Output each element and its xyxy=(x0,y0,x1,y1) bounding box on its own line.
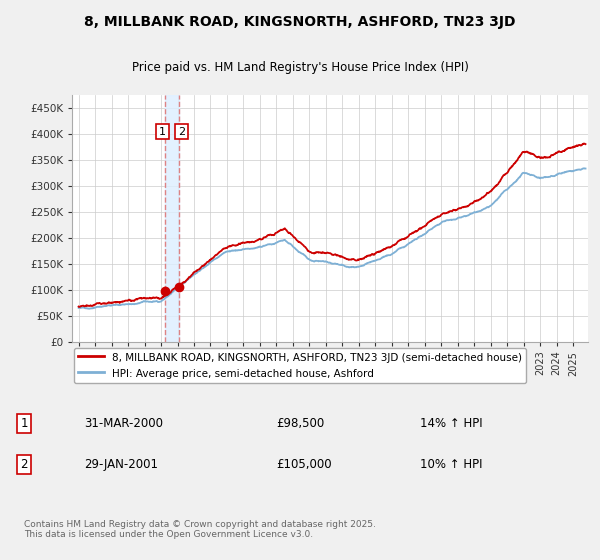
Text: 31-MAR-2000: 31-MAR-2000 xyxy=(84,417,163,430)
Text: Contains HM Land Registry data © Crown copyright and database right 2025.
This d: Contains HM Land Registry data © Crown c… xyxy=(24,520,376,539)
Legend: 8, MILLBANK ROAD, KINGSNORTH, ASHFORD, TN23 3JD (semi-detached house), HPI: Aver: 8, MILLBANK ROAD, KINGSNORTH, ASHFORD, T… xyxy=(74,348,526,383)
Bar xyxy=(165,95,179,342)
Text: 2: 2 xyxy=(178,127,185,137)
Text: £98,500: £98,500 xyxy=(276,417,324,430)
Text: 2: 2 xyxy=(20,458,28,471)
Text: 1: 1 xyxy=(20,417,28,430)
Text: 1: 1 xyxy=(159,127,166,137)
Text: 10% ↑ HPI: 10% ↑ HPI xyxy=(420,458,482,471)
Text: 14% ↑ HPI: 14% ↑ HPI xyxy=(420,417,482,430)
Text: Price paid vs. HM Land Registry's House Price Index (HPI): Price paid vs. HM Land Registry's House … xyxy=(131,60,469,74)
Text: 8, MILLBANK ROAD, KINGSNORTH, ASHFORD, TN23 3JD: 8, MILLBANK ROAD, KINGSNORTH, ASHFORD, T… xyxy=(84,15,516,29)
Text: £105,000: £105,000 xyxy=(276,458,332,471)
Text: 29-JAN-2001: 29-JAN-2001 xyxy=(84,458,158,471)
